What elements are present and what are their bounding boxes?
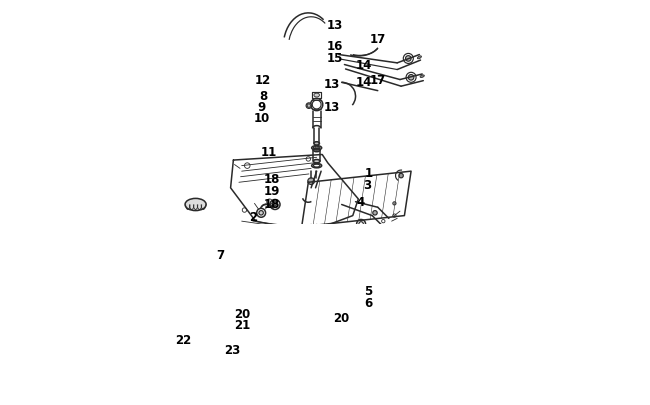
Text: 14: 14 [356,75,372,88]
Text: 20: 20 [235,307,251,320]
Circle shape [259,211,263,215]
Ellipse shape [420,76,424,78]
Circle shape [393,202,396,205]
Circle shape [372,211,377,215]
Text: 14: 14 [356,59,372,72]
Text: 13: 13 [327,19,343,32]
Ellipse shape [314,94,319,98]
Text: 7: 7 [216,248,225,261]
Circle shape [308,178,315,185]
Circle shape [274,204,276,206]
Text: 4: 4 [356,195,365,208]
Circle shape [399,174,403,178]
Text: 15: 15 [327,52,343,65]
Text: 10: 10 [254,111,270,124]
Text: 17: 17 [369,33,385,46]
Text: 6: 6 [364,296,372,309]
Circle shape [406,57,411,62]
Text: 19: 19 [264,185,280,198]
Text: 17: 17 [369,74,385,87]
Ellipse shape [417,57,421,60]
Text: 21: 21 [235,318,251,331]
Text: 20: 20 [333,311,350,324]
Text: 13: 13 [324,78,340,91]
Text: 3: 3 [363,179,371,192]
Text: 11: 11 [261,146,278,159]
Text: 13: 13 [324,100,340,113]
Ellipse shape [313,160,320,164]
Text: 9: 9 [257,100,265,113]
Circle shape [315,147,318,150]
Circle shape [408,75,414,81]
Ellipse shape [185,199,206,211]
Ellipse shape [314,143,319,146]
Text: 8: 8 [259,90,268,103]
Text: 22: 22 [176,334,192,347]
Text: 23: 23 [224,344,240,357]
Text: 18: 18 [264,197,280,210]
Text: 1: 1 [365,167,373,180]
Text: 18: 18 [264,173,280,185]
Text: 16: 16 [327,40,343,53]
Text: 2: 2 [249,211,257,224]
Text: 12: 12 [254,74,270,87]
Circle shape [306,104,311,109]
Text: 5: 5 [364,284,372,297]
